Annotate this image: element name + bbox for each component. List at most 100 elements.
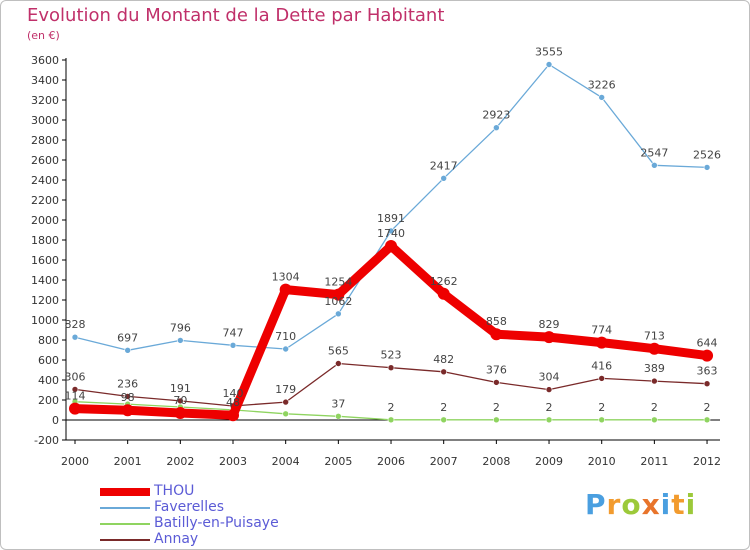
y-tick-label: 2400 (31, 174, 59, 187)
legend-swatch (100, 523, 150, 525)
y-tick-label: 3200 (31, 94, 59, 107)
point-thou (227, 409, 240, 422)
data-label-batilly-en-puisaye: 2 (598, 401, 605, 414)
point-annay (335, 360, 342, 367)
point-thou (385, 240, 398, 252)
x-tick-label: 2007 (430, 455, 458, 468)
point-thou (174, 407, 187, 419)
y-tick-label: 3000 (31, 114, 59, 127)
series-line-faverelles (74, 63, 708, 351)
x-tick-label: 2012 (693, 455, 721, 468)
point-annay (387, 364, 395, 372)
data-label-annay: 306 (65, 370, 86, 383)
point-annay (651, 377, 658, 385)
point-faverelles (335, 310, 342, 318)
data-label-annay: 523 (381, 349, 402, 362)
data-label-thou: 48 (226, 396, 240, 409)
point-thou (701, 349, 714, 362)
point-thou (437, 287, 450, 300)
data-label-faverelles: 2923 (482, 109, 510, 122)
point-annay (177, 397, 184, 405)
legend-swatch (100, 507, 150, 509)
data-label-batilly-en-puisaye: 2 (440, 401, 447, 414)
legend-label: THOU (154, 483, 195, 499)
y-tick-label: 1200 (31, 294, 59, 307)
point-thou (69, 402, 81, 415)
x-tick-label: 2008 (482, 455, 510, 468)
logo-letter: r (606, 488, 622, 521)
point-faverelles (440, 175, 447, 182)
point-thou (332, 288, 345, 301)
x-tick-label: 2011 (640, 455, 668, 468)
point-annay (282, 398, 289, 406)
y-tick-label: 2000 (31, 214, 59, 227)
data-label-thou: 98 (121, 391, 135, 404)
data-label-thou: 1254 (324, 276, 352, 289)
data-label-annay: 191 (170, 382, 191, 395)
x-tick-label: 2004 (272, 455, 300, 468)
point-faverelles (124, 346, 131, 354)
data-label-annay: 179 (275, 383, 296, 396)
logo-letter: o (621, 488, 642, 521)
proxiti-logo: Proxiti (585, 488, 696, 521)
legend-swatch (100, 488, 150, 496)
legend-label: Annay (154, 531, 199, 547)
point-thou (543, 331, 556, 344)
point-faverelles (229, 341, 237, 349)
y-tick-label: 1600 (31, 254, 59, 267)
y-tick-label: 600 (38, 354, 59, 367)
point-batilly-en-puisaye (440, 416, 447, 424)
point-annay (493, 379, 500, 386)
data-label-faverelles: 828 (65, 318, 86, 331)
x-tick-label: 2006 (377, 455, 405, 468)
data-label-faverelles: 3555 (535, 46, 563, 59)
y-tick-label: 1400 (31, 274, 59, 287)
y-tick-label: 2800 (31, 134, 59, 147)
point-faverelles (387, 227, 395, 235)
data-label-annay: 565 (328, 345, 349, 358)
logo-letter: x (641, 488, 661, 521)
point-faverelles (71, 333, 79, 341)
data-label-annay: 363 (697, 365, 718, 378)
point-batilly-en-puisaye (703, 416, 711, 424)
data-label-thou: 114 (65, 390, 86, 403)
data-label-annay: 416 (591, 359, 612, 372)
y-tick-label: 1800 (31, 234, 59, 247)
data-label-batilly-en-puisaye: 2 (546, 401, 553, 414)
data-label-thou: 644 (697, 337, 718, 350)
point-faverelles (703, 164, 711, 171)
data-label-faverelles: 1891 (377, 212, 405, 225)
data-label-batilly-en-puisaye: 2 (651, 401, 658, 414)
x-tick-label: 2009 (535, 455, 563, 468)
y-tick-label: 3600 (31, 54, 59, 67)
point-annay (703, 380, 711, 388)
y-tick-label: -200 (34, 434, 59, 447)
data-label-batilly-en-puisaye: 2 (704, 401, 711, 414)
data-label-thou: 713 (644, 330, 665, 343)
data-label-batilly-en-puisaye: 2 (388, 401, 395, 414)
point-annay (124, 393, 131, 400)
point-batilly-en-puisaye (598, 416, 606, 424)
data-label-batilly-en-puisaye: 2 (493, 401, 500, 414)
data-label-thou: 1304 (272, 271, 300, 284)
point-faverelles (545, 61, 553, 68)
data-label-faverelles: 1062 (324, 295, 352, 308)
point-batilly-en-puisaye (335, 412, 342, 420)
point-annay (440, 368, 447, 376)
chart-subtitle: (en €) (27, 29, 60, 42)
y-tick-label: 200 (38, 394, 59, 407)
data-label-faverelles: 747 (223, 326, 244, 339)
legend-label: Faverelles (154, 499, 224, 515)
point-faverelles (651, 162, 658, 169)
x-tick-label: 2005 (324, 455, 352, 468)
data-label-faverelles: 697 (117, 331, 138, 344)
point-faverelles (493, 124, 500, 131)
x-tick-label: 2001 (114, 455, 142, 468)
x-tick-label: 2010 (588, 455, 616, 468)
logo-letter: i (660, 488, 672, 521)
point-batilly-en-puisaye (651, 416, 658, 424)
data-label-annay: 304 (539, 371, 560, 384)
point-faverelles (282, 345, 289, 353)
